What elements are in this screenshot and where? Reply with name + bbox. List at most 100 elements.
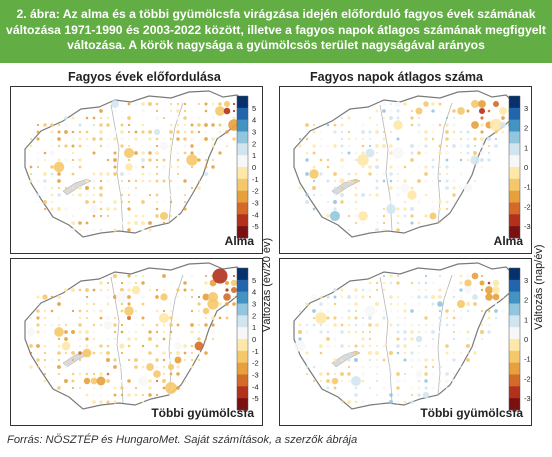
station-dot <box>437 301 443 307</box>
station-dot <box>58 359 60 361</box>
station-dot <box>120 330 124 334</box>
station-dot <box>223 100 231 108</box>
station-dot <box>368 172 372 176</box>
station-dot <box>120 323 124 327</box>
colorbar-years-tick-label: 2 <box>252 139 256 148</box>
station-dot <box>92 393 96 397</box>
station-dot <box>410 281 414 285</box>
station-dot <box>382 274 386 278</box>
station-dot <box>326 158 330 162</box>
station-dot <box>340 200 344 204</box>
station-dot <box>99 137 103 141</box>
station-dot <box>375 288 379 292</box>
station-dot <box>410 116 414 120</box>
station-dot <box>389 186 393 190</box>
station-dot <box>333 200 337 204</box>
lake-balaton <box>331 350 361 368</box>
colorbar-years-swatch <box>237 398 248 411</box>
station-dot <box>452 358 456 362</box>
station-dot <box>410 109 414 113</box>
station-dot <box>82 348 92 358</box>
station-dot <box>124 306 134 316</box>
station-dot <box>294 340 306 352</box>
station-dot <box>215 106 225 116</box>
station-dot <box>197 130 201 134</box>
station-dot <box>218 102 222 106</box>
station-dot <box>184 131 186 133</box>
left-column-title: Fagyos évek előfordulása <box>68 70 221 84</box>
station-dot <box>106 372 110 376</box>
station-dot <box>99 386 103 390</box>
station-dot <box>155 179 159 183</box>
station-dot <box>424 323 428 327</box>
station-dot <box>389 116 393 120</box>
station-dot <box>64 158 68 162</box>
station-dot <box>446 387 448 389</box>
station-dot <box>64 288 68 292</box>
station-dot <box>120 200 124 204</box>
station-dot <box>424 344 428 348</box>
station-dot <box>153 128 161 136</box>
station-dot <box>480 323 484 327</box>
station-dot <box>57 130 61 134</box>
station-dot <box>361 358 365 362</box>
station-dot <box>347 144 351 148</box>
station-dot <box>197 295 201 299</box>
station-dot <box>155 365 159 369</box>
station-dot <box>389 393 393 397</box>
station-dot <box>50 144 54 148</box>
station-dot <box>120 186 124 190</box>
station-dot <box>369 380 371 382</box>
station-dot <box>36 130 40 134</box>
station-dot <box>364 305 376 317</box>
station-dot <box>183 116 187 120</box>
station-dot <box>459 316 463 320</box>
station-dot <box>232 295 236 299</box>
station-dot <box>71 186 75 190</box>
station-dot <box>403 372 407 376</box>
station-dot <box>452 144 456 148</box>
station-dot <box>396 372 400 376</box>
station-dot <box>305 358 309 362</box>
station-dot <box>183 295 187 299</box>
station-dot <box>29 179 33 183</box>
station-dot <box>135 387 137 389</box>
station-dot <box>99 130 103 134</box>
station-dot <box>361 130 365 134</box>
station-dot <box>375 144 379 148</box>
station-dot <box>191 296 193 298</box>
station-dot <box>106 344 110 348</box>
station-dot <box>354 393 358 397</box>
station-dot <box>375 351 379 355</box>
colorbar-years-swatch <box>237 143 248 156</box>
station-dot <box>85 372 89 376</box>
station-dot <box>473 351 477 355</box>
station-dot <box>194 341 204 351</box>
station-dot <box>375 228 379 232</box>
station-dot <box>197 116 201 120</box>
station-dot <box>218 302 222 306</box>
station-dot <box>459 130 463 134</box>
colorbar-days-swatch <box>509 226 520 239</box>
station-dot <box>452 323 456 327</box>
station-dot <box>197 351 201 355</box>
station-dot <box>417 200 421 204</box>
colorbar-years-tick-label: -1 <box>252 347 259 356</box>
station-dot <box>218 130 222 134</box>
station-dot <box>205 275 207 277</box>
station-dot <box>141 393 145 397</box>
colorbar-years-tick-label: 3 <box>252 128 256 137</box>
station-dot <box>169 323 173 327</box>
station-dot <box>368 288 372 292</box>
station-dot <box>396 193 400 197</box>
station-dot <box>127 295 131 299</box>
station-dot <box>392 147 404 159</box>
colorbar-days-title: Változás (nap/év) <box>533 244 545 330</box>
river-tisza <box>168 102 184 224</box>
station-dot <box>382 316 386 320</box>
station-dot <box>120 137 124 141</box>
colorbar-years-tick-label: 5 <box>252 276 256 285</box>
station-dot <box>57 372 61 376</box>
station-dot <box>389 344 393 348</box>
station-dot <box>305 158 309 162</box>
